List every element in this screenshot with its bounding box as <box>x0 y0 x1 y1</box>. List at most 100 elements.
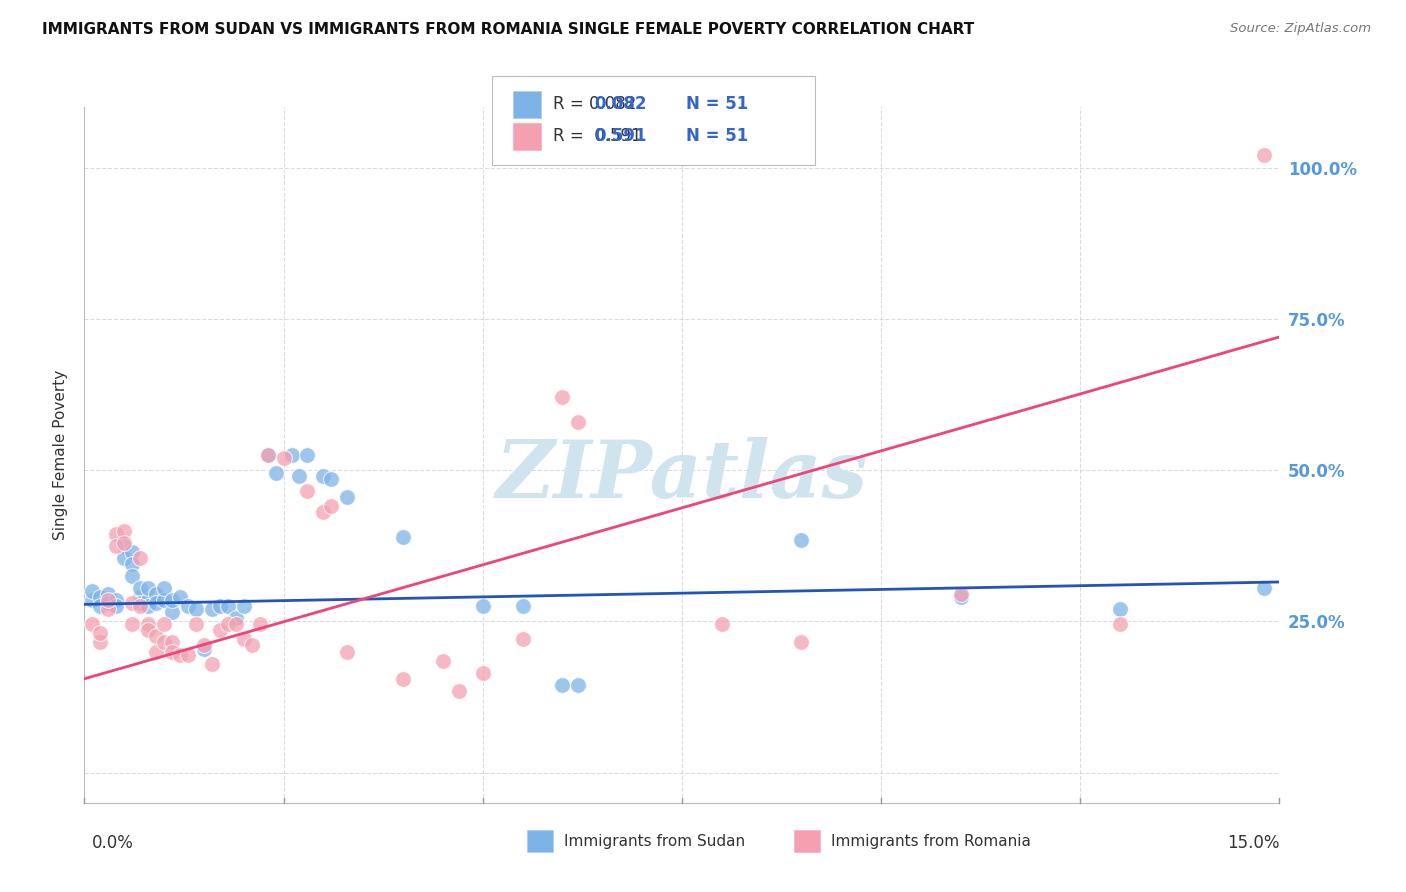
Text: N = 51: N = 51 <box>686 128 748 145</box>
Point <box>89 635 111 649</box>
Point <box>1109 602 1132 616</box>
Point <box>121 569 143 583</box>
Point <box>136 617 159 632</box>
Point <box>1109 617 1132 632</box>
Point <box>153 593 176 607</box>
Point <box>97 587 120 601</box>
Point <box>169 590 191 604</box>
Point <box>471 665 494 680</box>
Point <box>232 599 254 614</box>
Point <box>225 611 247 625</box>
Point <box>136 581 159 595</box>
Point <box>264 466 287 480</box>
Point <box>297 484 319 499</box>
Point <box>567 415 589 429</box>
Point <box>193 641 215 656</box>
Point <box>129 590 152 604</box>
Point <box>89 626 111 640</box>
Point <box>145 644 167 658</box>
Point <box>551 391 574 405</box>
Point <box>392 530 415 544</box>
Point <box>1253 581 1275 595</box>
Point <box>512 632 534 647</box>
Text: N = 51: N = 51 <box>686 95 748 113</box>
Text: Source: ZipAtlas.com: Source: ZipAtlas.com <box>1230 22 1371 36</box>
Text: 15.0%: 15.0% <box>1227 834 1279 852</box>
Point <box>121 545 143 559</box>
Text: Immigrants from Sudan: Immigrants from Sudan <box>564 834 745 848</box>
Point <box>129 550 152 565</box>
Text: Immigrants from Romania: Immigrants from Romania <box>831 834 1031 848</box>
Point <box>551 678 574 692</box>
Point <box>105 539 128 553</box>
Text: 0.591: 0.591 <box>595 128 647 145</box>
Point <box>225 617 247 632</box>
Point <box>136 599 159 614</box>
Point <box>392 672 415 686</box>
Text: 0.082: 0.082 <box>595 95 647 113</box>
Point <box>82 617 104 632</box>
Point <box>136 624 159 638</box>
Point <box>193 639 215 653</box>
Point <box>89 599 111 614</box>
Point <box>790 533 813 547</box>
Point <box>201 657 224 671</box>
Point <box>201 602 224 616</box>
Point <box>949 590 972 604</box>
Point <box>312 505 335 519</box>
Point <box>169 648 191 662</box>
Point <box>136 593 159 607</box>
Point <box>112 535 135 549</box>
Point <box>105 593 128 607</box>
Point <box>121 596 143 610</box>
Point <box>160 593 183 607</box>
Point <box>160 605 183 619</box>
Point <box>105 599 128 614</box>
Text: ZIPatlas: ZIPatlas <box>496 437 868 515</box>
Point <box>312 469 335 483</box>
Point <box>129 581 152 595</box>
Point <box>217 599 239 614</box>
Point <box>790 635 813 649</box>
Point <box>710 617 733 632</box>
Point <box>471 599 494 614</box>
Point <box>129 596 152 610</box>
Point <box>97 602 120 616</box>
Text: 0.0%: 0.0% <box>91 834 134 852</box>
Point <box>232 632 254 647</box>
Point <box>297 448 319 462</box>
Y-axis label: Single Female Poverty: Single Female Poverty <box>53 370 69 540</box>
Point <box>89 590 111 604</box>
Point <box>145 629 167 643</box>
Point <box>184 617 207 632</box>
Point <box>432 654 454 668</box>
Point <box>160 644 183 658</box>
Point <box>112 524 135 538</box>
Point <box>153 635 176 649</box>
Text: R =  0.591: R = 0.591 <box>553 128 641 145</box>
Point <box>112 550 135 565</box>
Point <box>249 617 271 632</box>
Point <box>240 639 263 653</box>
Point <box>112 539 135 553</box>
Point <box>153 581 176 595</box>
Point <box>82 584 104 599</box>
Point <box>273 450 295 465</box>
Point <box>256 448 278 462</box>
Point <box>153 617 176 632</box>
Point <box>129 599 152 614</box>
Point <box>336 644 359 658</box>
Point <box>217 617 239 632</box>
Text: R = 0.082: R = 0.082 <box>553 95 636 113</box>
Point <box>97 593 120 607</box>
Point <box>567 678 589 692</box>
Point <box>1253 148 1275 162</box>
Point <box>321 500 343 514</box>
Point <box>512 599 534 614</box>
Point <box>177 648 200 662</box>
Point <box>121 557 143 571</box>
Point <box>949 587 972 601</box>
Point <box>288 469 311 483</box>
Point <box>121 617 143 632</box>
Point <box>105 526 128 541</box>
